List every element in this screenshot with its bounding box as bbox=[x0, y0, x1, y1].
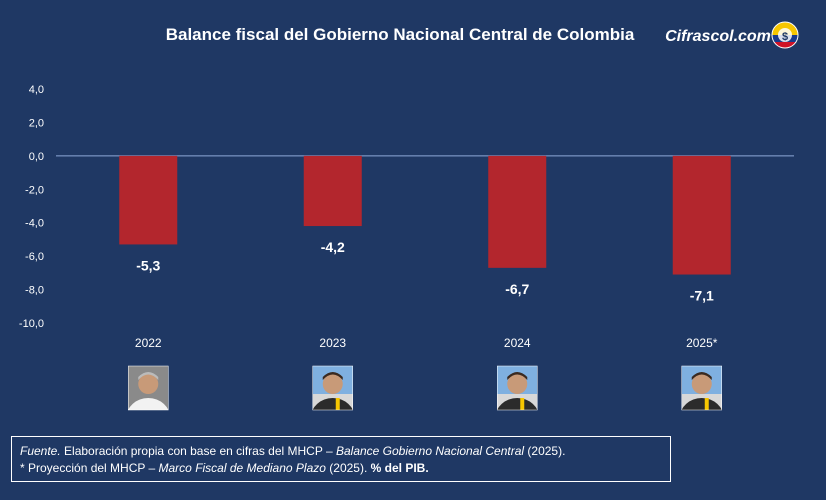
colombia-coin-icon: $ bbox=[771, 21, 799, 49]
footnote-text-1: Elaboración propia con base en cifras de… bbox=[60, 444, 336, 458]
data-label: -5,3 bbox=[136, 257, 160, 273]
bar bbox=[119, 155, 178, 245]
president-portrait-icon bbox=[497, 365, 538, 411]
brand-logo: Cifrascol.com $ bbox=[665, 21, 799, 49]
source-footnote: Fuente. Elaboración propia con base en c… bbox=[11, 436, 671, 482]
footnote-source-1: Balance Gobierno Nacional Central bbox=[335, 444, 525, 458]
y-tick-label: -8,0 bbox=[25, 285, 44, 297]
data-label: -4,2 bbox=[321, 239, 345, 255]
president-portrait-icon bbox=[128, 365, 169, 411]
brand-name: Cifrascol.com bbox=[665, 28, 771, 45]
y-tick-label: -2,0 bbox=[25, 184, 44, 196]
y-tick-label: -6,0 bbox=[25, 251, 44, 263]
president-portrait-icon bbox=[681, 365, 722, 411]
footnote-year-2: (2025). bbox=[325, 461, 371, 475]
footnote-fuente-label: Fuente. bbox=[20, 444, 61, 458]
footnote-text-2: * Proyección del MHCP – bbox=[20, 461, 159, 475]
x-axis: 2022 2023 2024 2025* bbox=[135, 336, 718, 350]
x-tick-label: 2022 bbox=[135, 336, 162, 350]
chart-title: Balance fiscal del Gobierno Nacional Cen… bbox=[166, 25, 635, 44]
data-labels: -5,3 -4,2 -6,7 -7,1 bbox=[136, 239, 714, 303]
x-tick-label: 2025* bbox=[686, 336, 718, 350]
data-label: -6,7 bbox=[505, 281, 529, 297]
y-axis: 4,0 2,0 0,0 -2,0 -4,0 -6,0 -8,0 -10,0 bbox=[19, 84, 44, 330]
y-tick-label: 2,0 bbox=[29, 117, 44, 129]
portrait-row bbox=[128, 365, 722, 411]
footnote-source-2: Marco Fiscal de Mediano Plazo bbox=[158, 461, 326, 475]
y-tick-label: 0,0 bbox=[29, 151, 44, 163]
data-label: -7,1 bbox=[690, 288, 714, 304]
bar bbox=[303, 155, 362, 227]
bar-series bbox=[119, 155, 731, 275]
president-portrait-icon bbox=[312, 365, 353, 411]
footnote-unit: % del PIB. bbox=[370, 461, 429, 475]
footnote-year-1: (2025). bbox=[524, 444, 566, 458]
y-tick-label: -4,0 bbox=[25, 218, 44, 230]
x-tick-label: 2024 bbox=[504, 336, 531, 350]
y-tick-label: 4,0 bbox=[29, 84, 44, 96]
footnote-line-2: * Proyección del MHCP – Marco Fiscal de … bbox=[20, 460, 662, 477]
y-tick-label: -10,0 bbox=[19, 318, 44, 330]
svg-text:$: $ bbox=[782, 31, 788, 43]
bar bbox=[488, 155, 547, 268]
bar bbox=[672, 155, 731, 275]
footnote-line-1: Fuente. Elaboración propia con base en c… bbox=[20, 443, 662, 460]
x-tick-label: 2023 bbox=[319, 336, 346, 350]
